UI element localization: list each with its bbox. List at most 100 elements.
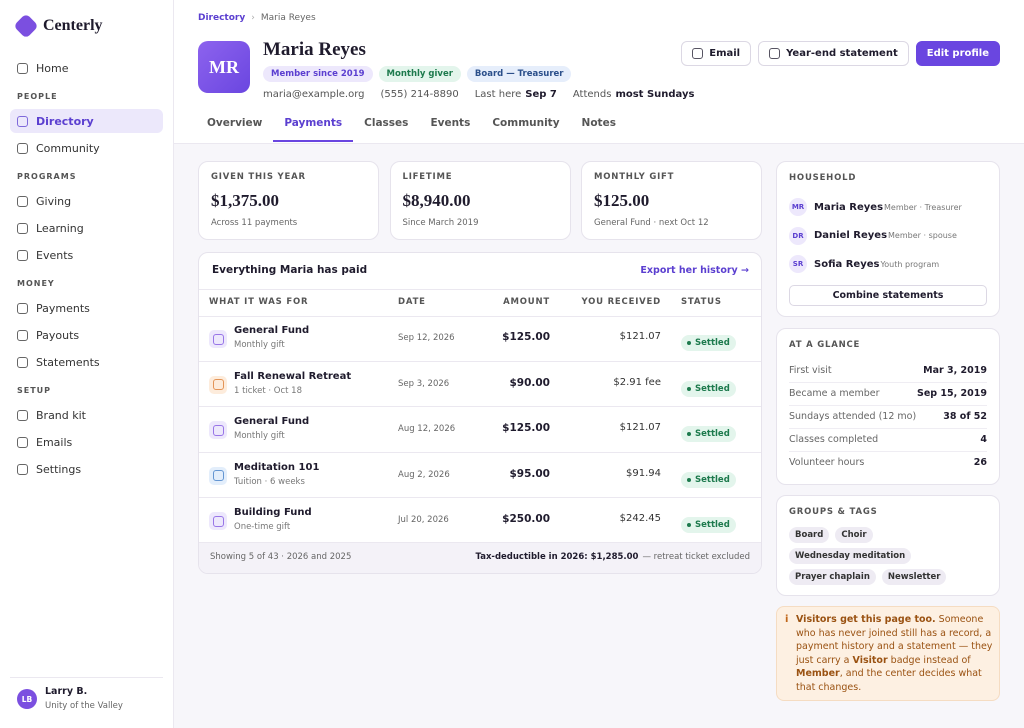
row-amount: $125.00 bbox=[502, 422, 550, 434]
icon bbox=[769, 48, 781, 59]
notice-part: Visitors get this page too. bbox=[796, 614, 936, 625]
nav-label: Community bbox=[36, 141, 100, 155]
member-role: Member · Treasurer bbox=[884, 202, 962, 212]
profile-header: Directory › Maria Reyes MR Maria Reyes Member… bbox=[174, 0, 1024, 144]
member-avatar: DR bbox=[789, 226, 807, 245]
tab[interactable]: Classes bbox=[364, 117, 409, 129]
notice-part: Visitor bbox=[852, 654, 888, 666]
crumb[interactable]: Directory bbox=[198, 13, 246, 23]
label: Attends bbox=[572, 89, 612, 100]
nav-item[interactable]: Community bbox=[10, 136, 163, 160]
glance-row: Classes completed 4 bbox=[789, 428, 987, 452]
glance-label: First visit bbox=[789, 365, 832, 376]
nav-label: Payments bbox=[36, 301, 90, 315]
tag[interactable]: Choir bbox=[835, 527, 873, 543]
row-icon bbox=[209, 466, 227, 485]
export-link[interactable]: Export her history → bbox=[640, 265, 749, 276]
nav-item[interactable]: Directory bbox=[10, 109, 163, 133]
glance-row: Volunteer hours 26 bbox=[789, 451, 987, 474]
icon bbox=[17, 329, 28, 341]
nav-item[interactable]: Payouts bbox=[10, 323, 163, 347]
row-received: $2.91 fee bbox=[613, 376, 661, 388]
nav-item[interactable]: Home bbox=[10, 56, 163, 80]
row-icon bbox=[209, 512, 227, 530]
column-header: STATUS bbox=[681, 297, 722, 307]
attends: Attends most Sundays bbox=[573, 89, 695, 100]
table-row[interactable]: Fall Renewal Retreat 1 ticket · Oct 18 Sep… bbox=[199, 362, 761, 407]
nav-item[interactable]: Learning bbox=[10, 216, 163, 240]
column-header: AMOUNT bbox=[503, 297, 550, 307]
status-pill: Settled bbox=[681, 380, 736, 397]
nav-label: Giving bbox=[36, 194, 72, 208]
action-button[interactable]: Year-end statement bbox=[758, 41, 909, 66]
divider bbox=[10, 677, 163, 678]
tag[interactable]: Wednesday meditation bbox=[789, 548, 912, 564]
glance-row: Sundays attended (12 mo) 38 of 52 bbox=[789, 405, 987, 429]
row-received: $121.07 bbox=[619, 422, 661, 433]
nav-item[interactable]: Emails bbox=[10, 430, 163, 454]
row-name: Fall Renewal Retreat bbox=[234, 370, 352, 382]
table-row[interactable]: Meditation 101 Tuition · 6 weeks Aug 2, 20… bbox=[199, 453, 761, 498]
column-header: DATE bbox=[398, 297, 426, 307]
tax-total: Tax-deductible in 2026: $1,285.00 bbox=[475, 552, 639, 562]
stat-note: Across 11 payments bbox=[211, 218, 298, 228]
glance-value: Mar 3, 2019 bbox=[923, 365, 987, 376]
nav-item[interactable]: Brand kit bbox=[10, 403, 163, 427]
sidebar: Centerly Home PEOPLE Directory Community PROG… bbox=[0, 0, 174, 728]
member[interactable]: DR Daniel Reyes Member · spouse bbox=[789, 226, 957, 245]
nav-item[interactable]: Events bbox=[10, 243, 163, 267]
notice-icon: i bbox=[785, 614, 789, 625]
household-card: HOUSEHOLD MR Maria Reyes Member · Treasurer… bbox=[776, 161, 1000, 317]
status: Settled bbox=[681, 512, 736, 533]
glance-label: Volunteer hours bbox=[789, 457, 865, 468]
footer-tax: Tax-deductible in 2026: $1,285.00— retre… bbox=[476, 552, 751, 562]
tab[interactable]: Notes bbox=[581, 117, 616, 129]
stat-card: GIVEN THIS YEAR $1,375.00 Across 11 paymen… bbox=[198, 161, 379, 240]
button-label: Edit profile bbox=[926, 48, 989, 59]
rule bbox=[199, 289, 761, 290]
footer-count: Showing 5 of 43 · 2026 and 2025 bbox=[210, 552, 352, 562]
row-amount: $95.00 bbox=[509, 467, 550, 480]
tab[interactable]: Community bbox=[492, 117, 560, 129]
nav-label: Home bbox=[36, 61, 69, 75]
glance-value: 26 bbox=[973, 457, 987, 468]
nav-label: Brand kit bbox=[36, 408, 86, 422]
avatar: MR bbox=[198, 41, 250, 93]
tag[interactable]: Prayer chaplain bbox=[789, 569, 876, 585]
icon bbox=[17, 115, 28, 127]
member-name: Sofia Reyes bbox=[814, 258, 880, 270]
glance-row: First visit Mar 3, 2019 bbox=[789, 359, 987, 383]
row-sub: 1 ticket · Oct 18 bbox=[234, 385, 302, 396]
tag[interactable]: Newsletter bbox=[881, 569, 947, 585]
user-org: Unity of the Valley bbox=[45, 701, 123, 711]
nav-item[interactable]: Giving bbox=[10, 189, 163, 213]
stat-card: LIFETIME $8,940.00 Since March 2019 bbox=[389, 161, 571, 240]
tag[interactable]: Board bbox=[789, 527, 830, 543]
nav-item[interactable]: Settings bbox=[10, 457, 163, 481]
nav-label: Learning bbox=[36, 221, 84, 235]
row-sub: Monthly gift bbox=[234, 340, 285, 350]
tab[interactable]: Overview bbox=[207, 117, 263, 129]
nav-item[interactable]: Statements bbox=[10, 350, 163, 374]
breadcrumb: Directory › Maria Reyes bbox=[198, 13, 316, 23]
table-row[interactable]: General Fund Monthly gift Aug 12, 2026 $125… bbox=[199, 407, 761, 453]
icon bbox=[17, 195, 28, 207]
nav-item[interactable]: Payments bbox=[10, 296, 163, 320]
action-button[interactable]: Email bbox=[681, 41, 752, 66]
icon bbox=[212, 333, 224, 345]
member[interactable]: MR Maria Reyes Member · Treasurer bbox=[789, 198, 962, 216]
member-name: Maria Reyes bbox=[814, 201, 884, 213]
notice-part: Member bbox=[796, 668, 840, 679]
icon bbox=[212, 379, 224, 390]
table-row[interactable]: General Fund Monthly gift Sep 12, 2026 $125… bbox=[199, 316, 761, 362]
tab[interactable]: Payments bbox=[273, 117, 354, 142]
combine-button[interactable]: Combine statements bbox=[789, 285, 987, 306]
action-button[interactable]: Edit profile bbox=[915, 41, 1000, 66]
tab[interactable]: Events bbox=[430, 117, 471, 129]
value: most Sundays bbox=[615, 89, 695, 100]
icon bbox=[17, 436, 28, 448]
icon bbox=[17, 249, 28, 261]
tags-card: GROUPS & TAGS Board Choir Wednesday meditat… bbox=[776, 495, 1000, 596]
table-row[interactable]: Building Fund One-time gift Jul 20, 2026 $2… bbox=[199, 498, 761, 544]
member[interactable]: SR Sofia Reyes Youth program bbox=[789, 255, 939, 273]
